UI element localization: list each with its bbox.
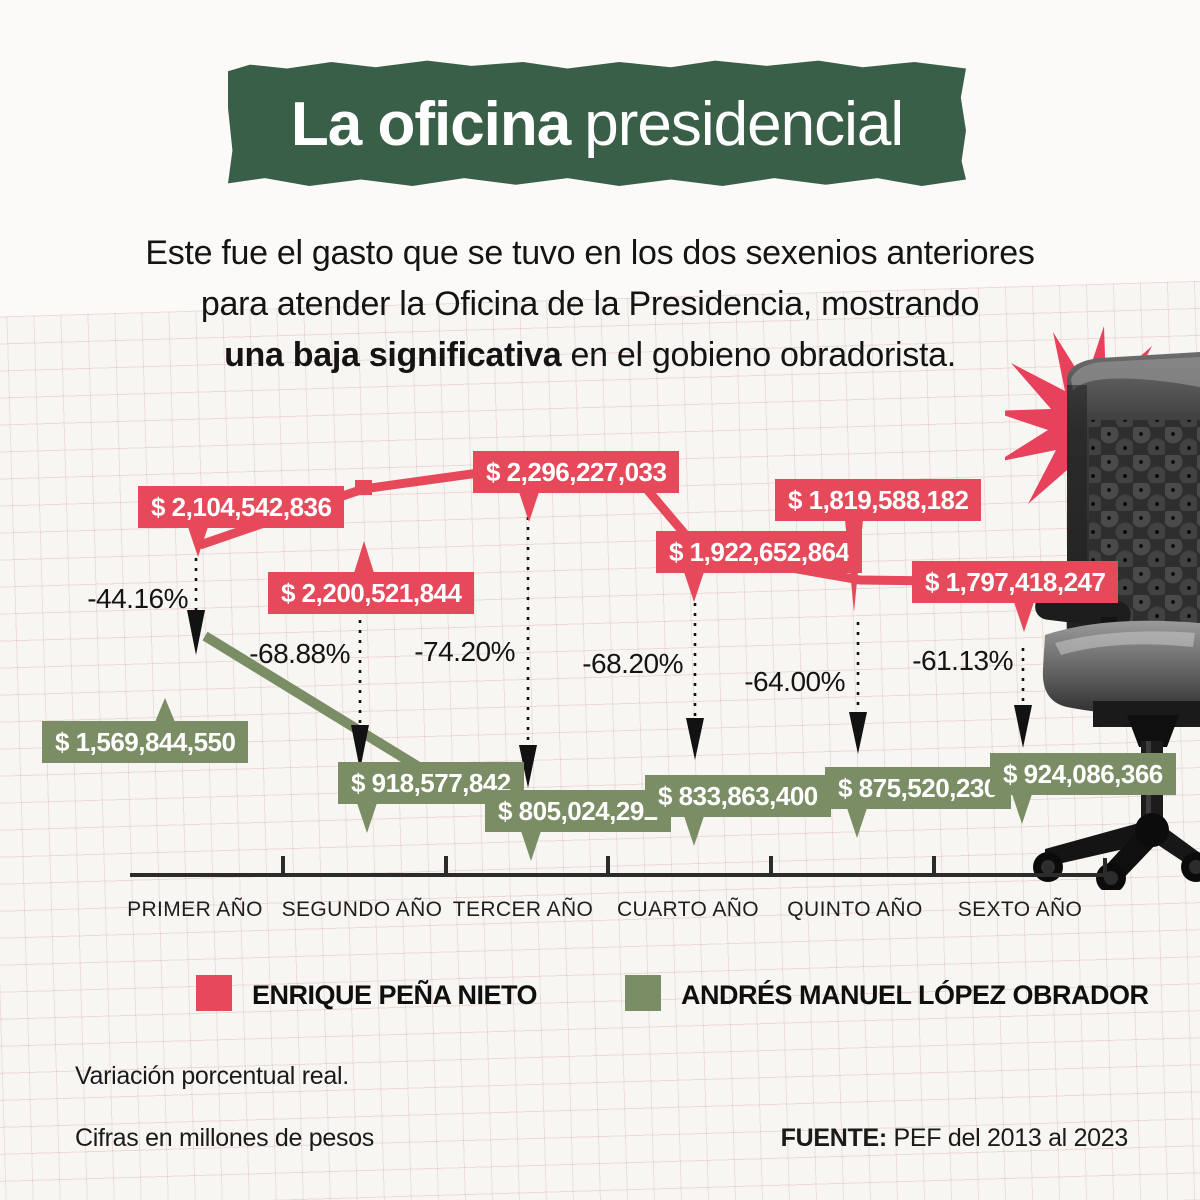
footnote-variation: Variación porcentual real. [75, 1062, 349, 1090]
axis-label-year5: QUINTO AÑO [787, 898, 923, 921]
page-title-bold: La oficina [290, 89, 571, 159]
axis-label-year2: SEGUNDO AÑO [281, 898, 443, 921]
intro-line-3-rest: en el gobieno obradorista. [561, 336, 957, 374]
footnote-units: Cifras en millones de pesos [75, 1124, 374, 1152]
variation-arrows [194, 517, 1025, 745]
variation-year1: -44.16% [87, 583, 188, 614]
x-axis [130, 856, 1107, 877]
amlo-value-year1: $ 1,569,844,550 [42, 698, 249, 763]
office-chair-illustration [1005, 326, 1200, 890]
page-title-regular: presidencial [584, 89, 904, 159]
epn-value-year2: $ 2,200,521,844 [268, 541, 475, 614]
variation-year2: -68.88% [249, 638, 350, 669]
footnote-source-text: PEF del 2013 al 2023 [886, 1124, 1129, 1152]
amlo-value-year2: $ 918,577,842 [338, 762, 524, 833]
amlo-value-year6: $ 924,086,366 [990, 753, 1176, 824]
intro-line-3: una baja significativa en el gobieno obr… [90, 330, 1090, 381]
line-epn-marker [355, 480, 372, 495]
epn-value-year4: $ 1,922,652,864 [656, 531, 863, 602]
amlo-value-year5: $ 875,520,230 [825, 767, 1011, 838]
variation-year5: -64.00% [744, 666, 845, 697]
axis-label-year1: PRIMER AÑO [127, 898, 263, 921]
axis-label-year3: TERCER AÑO [452, 898, 594, 921]
variation-year3: -74.20% [414, 636, 515, 667]
intro-line-2: para atender la Oficina de la Presidenci… [200, 285, 980, 323]
axis-label-year6: SEXTO AÑO [957, 898, 1083, 921]
axis-label-year4: CUARTO AÑO [616, 898, 760, 921]
variation-year6: -61.13% [912, 645, 1013, 676]
legend-label-epn: ENRIQUE PEÑA NIETO [252, 980, 538, 1010]
intro-text: Este fue el gasto que se tuvo en los dos… [90, 228, 1090, 381]
footnote-source-label: FUENTE: [780, 1124, 888, 1152]
chair-graphic [1033, 352, 1200, 890]
epn-value-year3: $ 2,296,227,033 [473, 451, 680, 522]
variation-arrowheads [187, 610, 1032, 788]
epn-value-year1: $ 2,104,542,836 [138, 486, 345, 557]
amlo-value-year4: $ 833,863,400 [645, 775, 831, 846]
page-title: La oficina presidencial [290, 89, 904, 160]
legend-swatch-epn [196, 975, 232, 1011]
intro-line-1: Este fue el gasto que se tuvo en los dos… [145, 234, 1035, 272]
epn-value-year5: $ 1,819,588,182 [775, 479, 982, 612]
legend-label-amlo: ANDRÉS MANUEL LÓPEZ OBRADOR [681, 980, 1149, 1010]
epn-value-year6: $ 1,797,418,247 [912, 561, 1119, 632]
amlo-value-year3: $ 805,024,292 [485, 790, 671, 861]
variation-year4: -68.20% [582, 648, 683, 679]
title-banner: La oficina presidencial [228, 60, 966, 187]
legend-swatch-amlo [625, 975, 661, 1011]
footnote-source: FUENTE: PEF del 2013 al 2023 [780, 1124, 1129, 1153]
intro-line-3-bold: una baja significativa [224, 336, 562, 374]
